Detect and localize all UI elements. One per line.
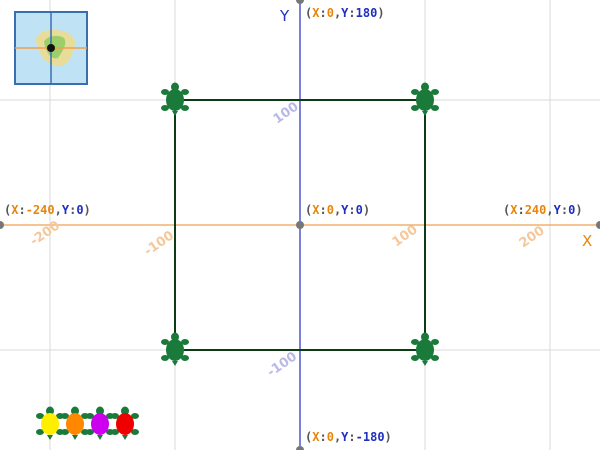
x-tick-neg200: -200 (28, 218, 63, 249)
turtle-selector-orange[interactable] (61, 406, 89, 441)
x-tick-100: 100 (390, 222, 421, 250)
turtles-layer (161, 82, 439, 366)
coord-label-left: (X:-240,Y:0) (4, 203, 91, 217)
y-tick-neg100: -100 (265, 349, 300, 380)
turtle-color-selector[interactable] (36, 406, 139, 441)
origin-dot (296, 221, 304, 229)
minimap[interactable] (14, 11, 88, 85)
turtle-2 (411, 82, 439, 116)
x-tick-neg100: -100 (142, 228, 177, 259)
drawn-square-path (174, 99, 426, 351)
turtle-selector-red[interactable] (111, 406, 139, 441)
x-axis-name: X (582, 232, 592, 250)
coord-label-origin: (X:0,Y:0) (305, 203, 370, 217)
axis-dot-top (296, 0, 304, 4)
turtle-selector-purple[interactable] (86, 406, 114, 441)
turtle-selector-yellow[interactable] (36, 406, 64, 441)
x-tick-200: 200 (517, 223, 548, 251)
coord-label-bottom: (X:0,Y:-180) (305, 430, 392, 444)
axis-dot-bottom (296, 446, 304, 450)
coord-label-top: (X:0,Y:180) (305, 6, 385, 20)
coord-label-right: (X:240,Y:0) (503, 203, 583, 217)
turtle-1 (161, 82, 189, 116)
y-axis-name: Y (279, 7, 290, 25)
minimap-center-dot (47, 44, 55, 52)
axis-dot-left (0, 221, 4, 229)
y-tick-100: 100 (271, 99, 302, 127)
turtle-4 (411, 332, 439, 366)
turtle-3 (161, 332, 189, 366)
axis-dot-right (596, 221, 600, 229)
